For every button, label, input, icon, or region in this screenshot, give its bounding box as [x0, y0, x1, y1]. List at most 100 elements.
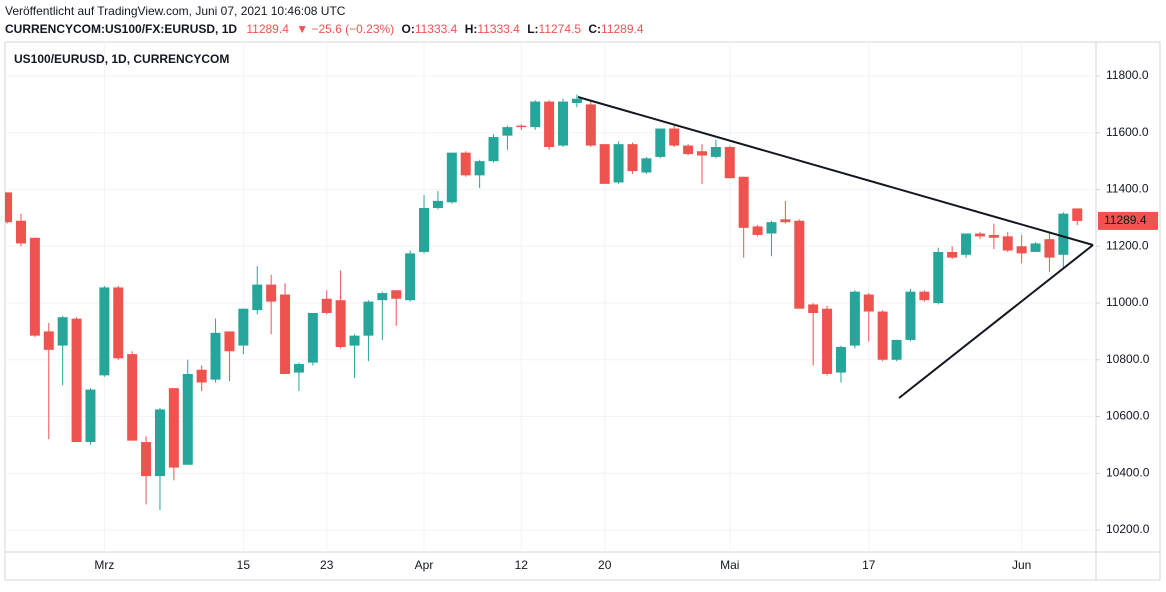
candle-body — [1072, 208, 1083, 221]
candle-body — [335, 300, 346, 348]
x-tick-label: 23 — [320, 558, 334, 572]
candle-body — [683, 145, 694, 155]
candle-body — [530, 101, 541, 128]
candle-body — [571, 98, 582, 104]
candle-body — [57, 317, 68, 346]
candle-body — [182, 373, 193, 465]
ohlc-label: L: — [527, 22, 538, 36]
candle-body — [849, 291, 860, 346]
price: 11289.4 — [246, 22, 289, 36]
candle-body — [752, 226, 763, 235]
candle-body — [933, 251, 944, 304]
ohlc-value: 11274.5 — [539, 22, 582, 36]
candle-body — [15, 220, 26, 244]
candle-body — [210, 332, 221, 380]
candle-body — [377, 293, 388, 301]
candle-body — [891, 339, 902, 360]
candle-body — [196, 369, 207, 383]
x-tick-label: Mai — [720, 558, 739, 572]
candle-body — [961, 233, 972, 255]
published: Veröffentlicht auf TradingView.com, Juni… — [5, 4, 346, 18]
candle-body — [307, 312, 318, 363]
y-tick-label: 10400.0 — [1106, 465, 1150, 479]
candle-body — [766, 222, 777, 234]
candle-body — [321, 298, 332, 313]
candle-body — [627, 144, 638, 172]
y-tick-label: 11200.0 — [1106, 238, 1149, 252]
candle-body — [446, 152, 457, 203]
candle-body — [293, 364, 304, 373]
x-tick-label: Jun — [1012, 558, 1031, 572]
candle-body — [85, 389, 96, 443]
candle-body — [238, 308, 249, 346]
candle-body — [655, 128, 666, 157]
candle-body — [613, 144, 624, 183]
candle-body — [669, 128, 680, 146]
x-tick-label: 20 — [598, 558, 612, 572]
y-tick-label: 11800.0 — [1106, 68, 1149, 82]
candle-body — [919, 291, 930, 301]
candle-body — [558, 101, 569, 146]
candle-body — [349, 335, 360, 346]
candle-body — [99, 287, 110, 376]
candle-body — [29, 237, 40, 336]
candle-body — [363, 301, 374, 336]
candle-body — [280, 294, 291, 374]
candle-body — [1002, 236, 1013, 251]
candle-body — [905, 291, 916, 340]
candle-body — [71, 318, 82, 443]
symbol-line: CURRENCYCOM:US100/FX:EURUSD, 1D 11289.4 … — [5, 22, 644, 36]
candle-body — [488, 137, 499, 162]
candle-body — [419, 207, 430, 252]
candle-body — [947, 251, 958, 258]
candle-body — [808, 304, 819, 313]
candle-body — [544, 101, 555, 147]
chart-title: US100/EURUSD, 1D, CURRENCYCOM — [14, 52, 229, 66]
candle-body — [1058, 213, 1069, 255]
candle-body — [835, 347, 846, 373]
x-tick-label: 17 — [862, 558, 876, 572]
x-tick-label: 15 — [237, 558, 251, 572]
candle-body — [141, 442, 152, 477]
candle-body — [877, 311, 888, 360]
last-price-box — [1098, 211, 1158, 230]
ohlc-label: H: — [465, 22, 478, 36]
candle-body — [391, 290, 402, 299]
trend-line — [898, 244, 1094, 399]
trend-line — [577, 96, 1094, 246]
candle-body — [794, 220, 805, 309]
y-tick-label: 10800.0 — [1106, 352, 1150, 366]
candle-body — [154, 409, 165, 477]
candle-body — [738, 176, 749, 228]
change: ▼ −25.6 (−0.23%) — [296, 22, 394, 36]
candle-body — [599, 144, 610, 184]
candles — [5, 94, 1083, 511]
ohlc-value: 11333.4 — [415, 22, 458, 36]
candle-body — [405, 253, 416, 301]
y-tick-label: 11000.0 — [1106, 295, 1149, 309]
candle-body — [822, 308, 833, 374]
y-tick-label: 10200.0 — [1106, 522, 1150, 536]
candle-body — [863, 294, 874, 312]
last-price-label: 11289.4 — [1104, 213, 1147, 227]
y-tick-label: 11400.0 — [1106, 182, 1149, 196]
candle-body — [724, 146, 735, 179]
frame — [4, 41, 1161, 581]
candle-body — [127, 354, 138, 441]
candle-body — [710, 146, 721, 157]
candle-body — [1044, 239, 1055, 258]
candle-body — [224, 331, 235, 352]
candle-body — [1016, 246, 1027, 254]
candle-body — [474, 161, 485, 176]
candle-body — [988, 234, 999, 238]
ohlc-label: O: — [402, 22, 415, 36]
x-tick-label: 12 — [515, 558, 529, 572]
candle-body — [43, 331, 54, 350]
candle-body — [266, 284, 277, 302]
candle-body — [252, 284, 263, 311]
candle-body — [5, 192, 13, 223]
y-tick-label: 11600.0 — [1106, 125, 1149, 139]
